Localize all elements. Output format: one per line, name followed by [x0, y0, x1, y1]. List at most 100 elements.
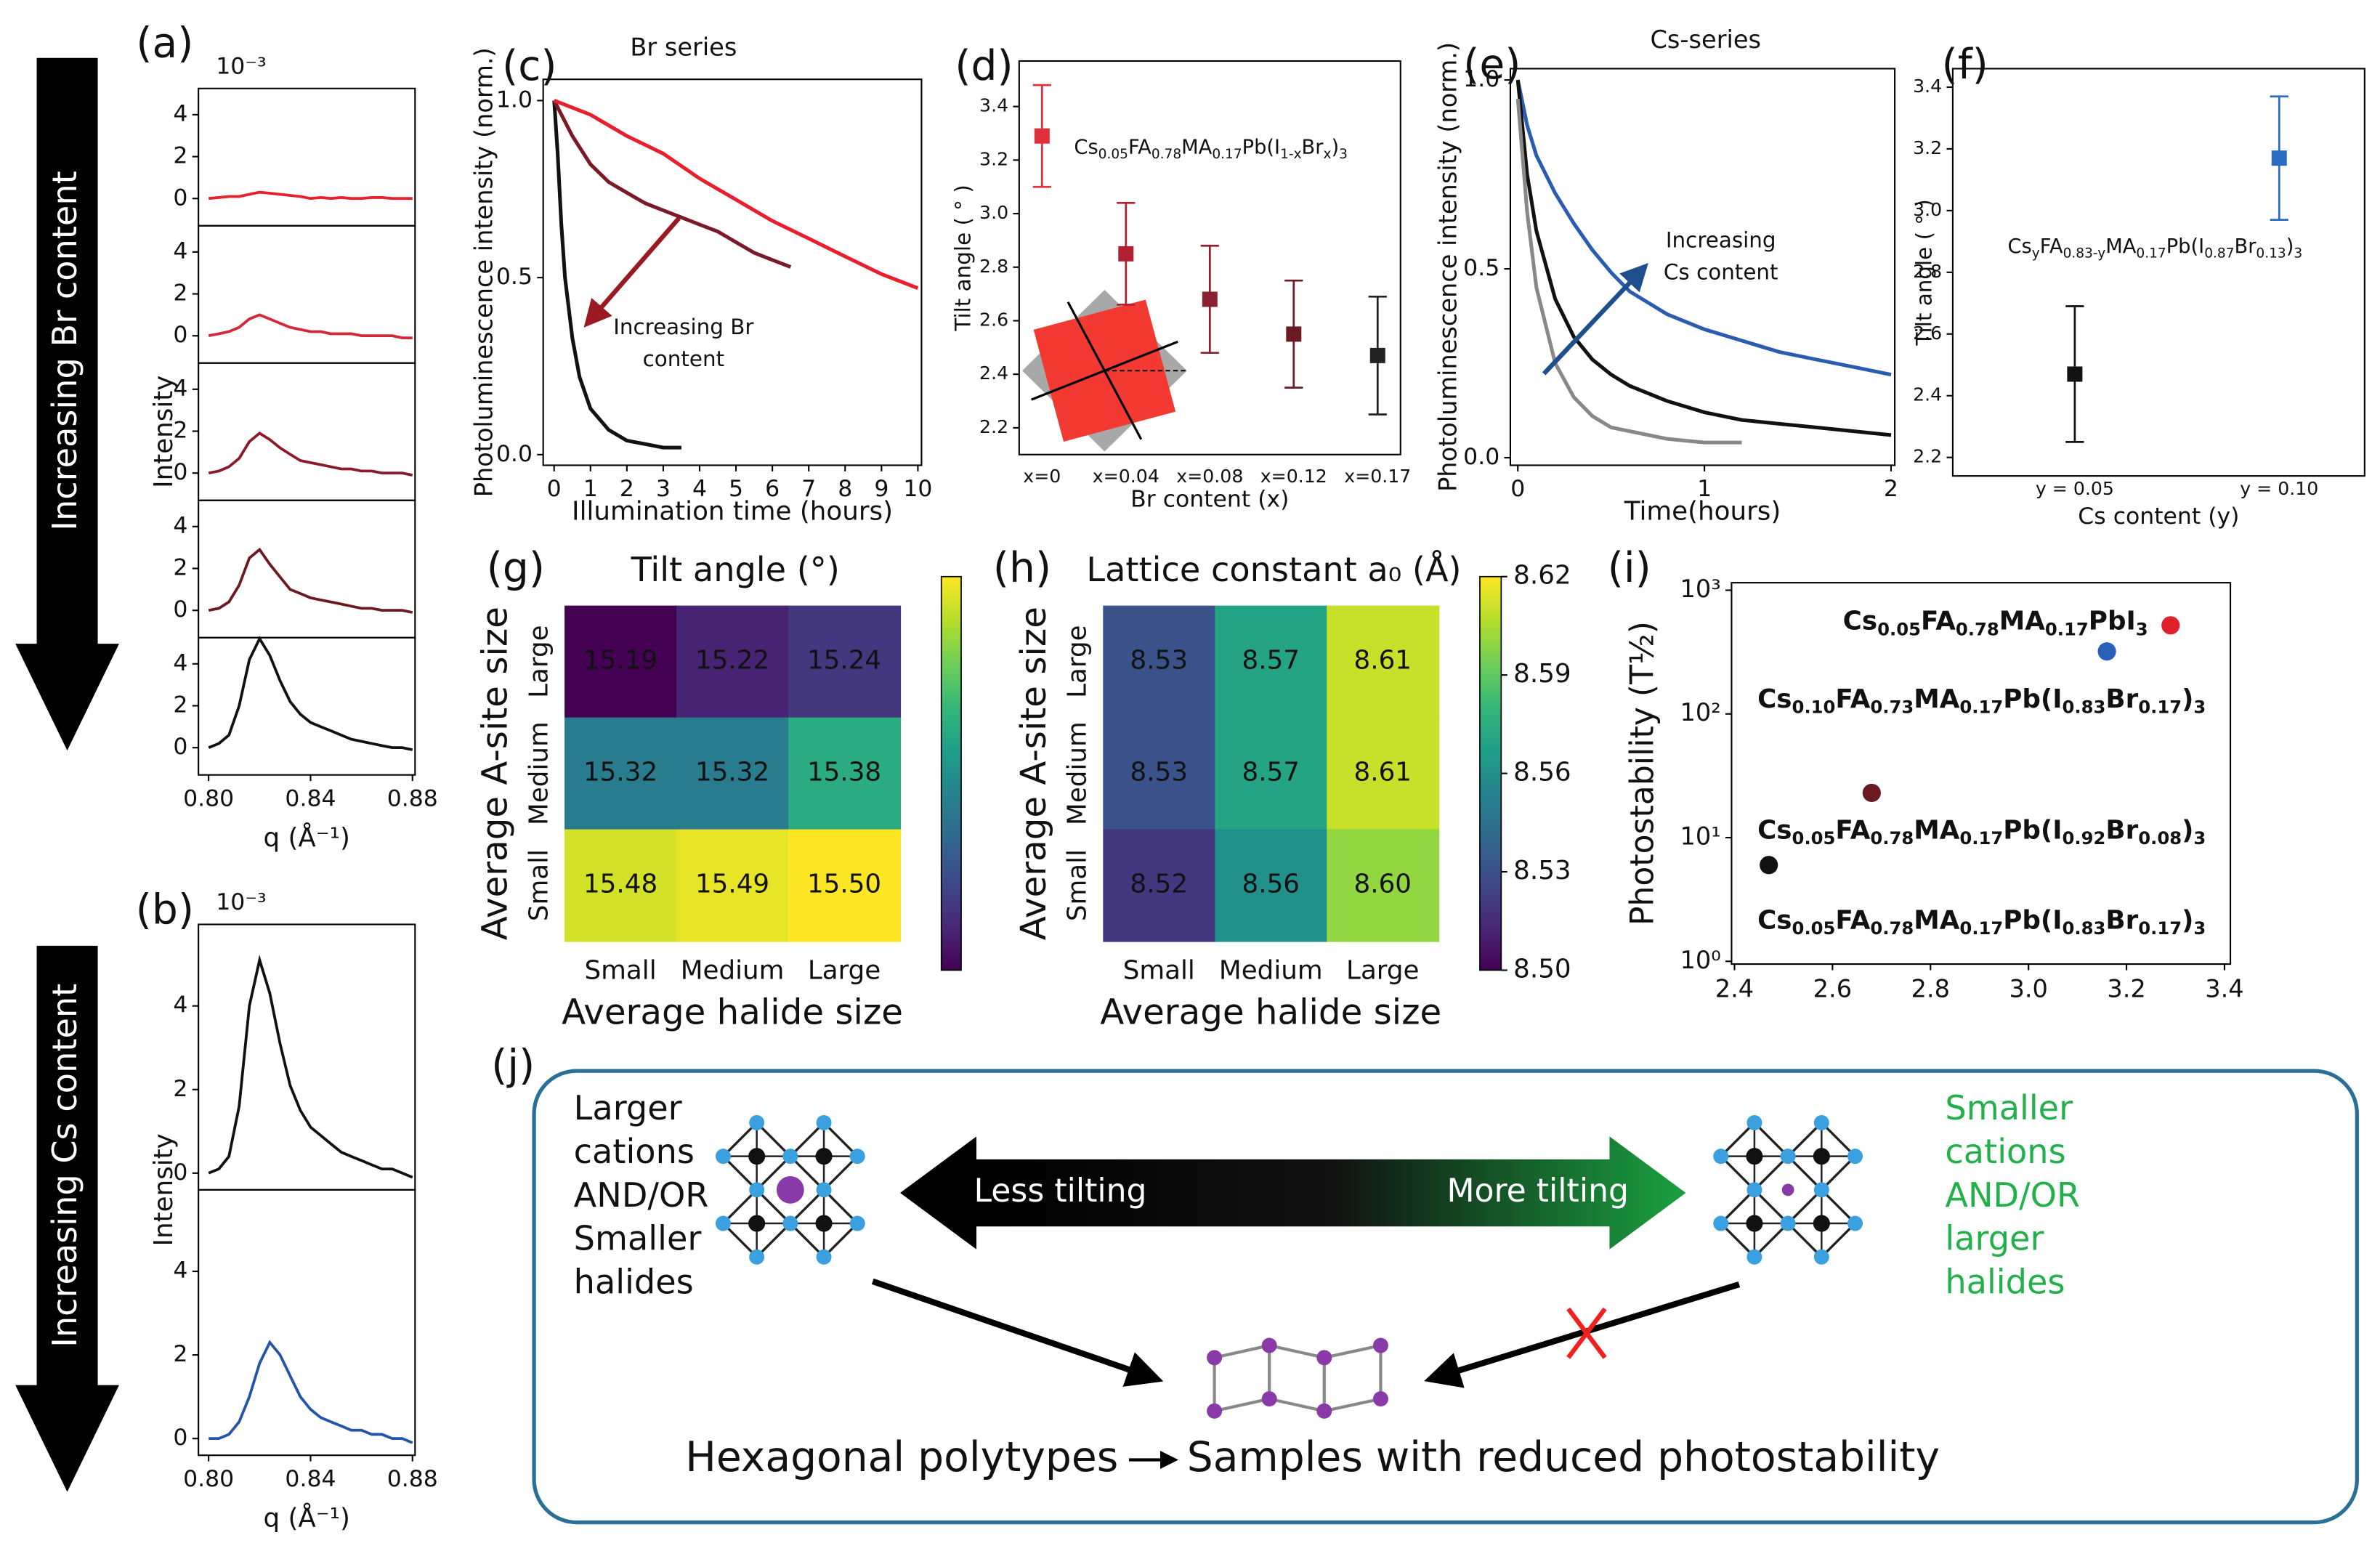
x-tick-label: Large	[1346, 956, 1419, 986]
point-label-part: Pb(I	[2003, 815, 2062, 845]
x-tick-label: 2.6	[1813, 974, 1852, 1003]
x-tick-label: 3.2	[2107, 974, 2145, 1003]
side-text: AND/OR	[1945, 1175, 2080, 1215]
y-tick-label: 0	[173, 1425, 187, 1451]
panel-label: (i)	[1608, 544, 1651, 592]
cell-label: 15.24	[807, 646, 881, 676]
y-tick-label: 0	[173, 185, 187, 211]
y-tick-label: 2.2	[1913, 446, 1942, 467]
point-label-part: 3	[2193, 827, 2206, 849]
heatmap-cell	[788, 829, 902, 942]
plot-frame	[198, 87, 416, 227]
x-tick-label: Small	[585, 956, 657, 986]
panel-label: (a)	[136, 20, 193, 68]
x-tick-label: Small	[1123, 956, 1195, 986]
formula-part: Pb(I	[1242, 136, 1280, 158]
y-tick-label: 2.4	[979, 363, 1008, 384]
cell-label: 15.22	[695, 646, 769, 676]
heatmap-cell	[788, 605, 902, 718]
exponent: 10⁻³	[216, 889, 266, 915]
y-tick-label: 4	[173, 992, 187, 1019]
line-series	[208, 955, 413, 1179]
chart-title: Br series	[630, 33, 737, 62]
y-tick-label: 0	[173, 322, 187, 348]
x-tick-label: x=0.08	[1176, 466, 1243, 487]
point-label-part: 3	[2193, 697, 2206, 718]
crystal-icon	[715, 1114, 865, 1265]
heatmap-cell	[1327, 829, 1440, 942]
x-tick-label: 6	[765, 476, 780, 502]
y-axis-label: Photoluminescence intensity (norm.)	[469, 47, 498, 497]
halide-atom	[849, 1149, 865, 1165]
point-label-part: 0.83	[2063, 918, 2106, 939]
halide-atom	[1713, 1215, 1729, 1231]
marker	[1202, 291, 1218, 307]
heatmap-cell	[1103, 829, 1216, 942]
point-label-part: Br	[2105, 684, 2138, 714]
x-tick-label: y = 0.05	[2036, 478, 2114, 499]
x-tick-label: 0.80	[183, 1466, 234, 1492]
y-tick-label: 2	[173, 692, 187, 718]
formula-part: FA	[2040, 235, 2063, 258]
a-site-cation	[1781, 1183, 1794, 1196]
cell-label: 8.53	[1130, 758, 1188, 787]
bottom-label: Hexagonal polytypes	[685, 1433, 1118, 1481]
y-axis-label: Photoluminescence intensity (norm.)	[1433, 42, 1462, 492]
plot-frame	[1951, 68, 2365, 477]
y-tick-label: 1.0	[496, 86, 533, 113]
x-axis-label: Average halide size	[1100, 992, 1441, 1032]
marker	[1286, 326, 1302, 342]
y-tick-label: 2.6	[1913, 323, 1942, 344]
y-tick-label: 10²	[1680, 698, 1721, 726]
annotation: Increasing	[1666, 227, 1776, 252]
lead-atom	[1746, 1215, 1763, 1232]
arrow-label: More tilting	[1446, 1173, 1629, 1210]
point-label-part: PbI	[2089, 607, 2136, 636]
x-tick-label: x=0	[1023, 466, 1061, 487]
x-tick-label: Medium	[1219, 956, 1323, 986]
side-text: halides	[1945, 1263, 2065, 1302]
point-label-part: FA	[1835, 905, 1870, 935]
y-tick-label: Large	[1063, 625, 1093, 697]
point-label-part: 3	[2136, 618, 2148, 639]
colorbar-tick-label: 8.62	[1513, 561, 1571, 591]
y-tick-label: 2.2	[979, 416, 1008, 437]
cell-label: 8.61	[1354, 646, 1412, 676]
colorbar	[1479, 575, 1502, 971]
line-series	[208, 547, 413, 614]
side-text: cations	[574, 1132, 695, 1171]
y-tick-label: Large	[524, 625, 554, 697]
marker	[1118, 246, 1134, 262]
mechanism-diagram: (j) Less tilting More tilting Hexagonal …	[491, 1041, 2359, 1525]
annotation: Increasing Br	[613, 315, 754, 339]
plot-frame	[1509, 68, 1896, 466]
x-tick-label: 2	[620, 476, 634, 502]
y-axis-label: Photostability (T½)	[1624, 621, 1661, 926]
y-tick-label: 4	[173, 650, 187, 676]
x-axis-label: Time(hours)	[1624, 497, 1781, 527]
formula-part: Cs	[1074, 136, 1098, 158]
y-tick-label: 3.0	[1913, 199, 1942, 220]
halide-atom	[1746, 1182, 1762, 1198]
heatmap-cell	[1215, 717, 1328, 830]
halide-atom	[1713, 1149, 1729, 1165]
heatmap-cell	[676, 829, 790, 942]
x-tick-label: 3.0	[2009, 974, 2047, 1003]
point-label-part: Cs	[1757, 905, 1792, 935]
point-label-part: Cs	[1843, 607, 1877, 636]
heatmap-cell	[564, 829, 678, 942]
point-label-part: )	[2182, 905, 2193, 935]
side-text: Larger	[574, 1088, 682, 1127]
point-label-part: Pb(I	[2003, 905, 2062, 935]
y-tick-label: 2.8	[1913, 261, 1942, 282]
formula-part: Br	[1302, 136, 1324, 158]
y-tick-label: 2	[173, 418, 187, 444]
x-axis-label: q (Å⁻¹)	[264, 822, 350, 853]
x-tick-label: 3	[656, 476, 671, 502]
line-series	[553, 99, 919, 291]
y-tick-label: 2.4	[1913, 384, 1942, 405]
x-tick-label: 0.84	[285, 785, 336, 811]
halide-atom	[1813, 1114, 1829, 1130]
x-tick-label: 3.4	[2205, 974, 2243, 1003]
halide-atom	[816, 1249, 832, 1265]
